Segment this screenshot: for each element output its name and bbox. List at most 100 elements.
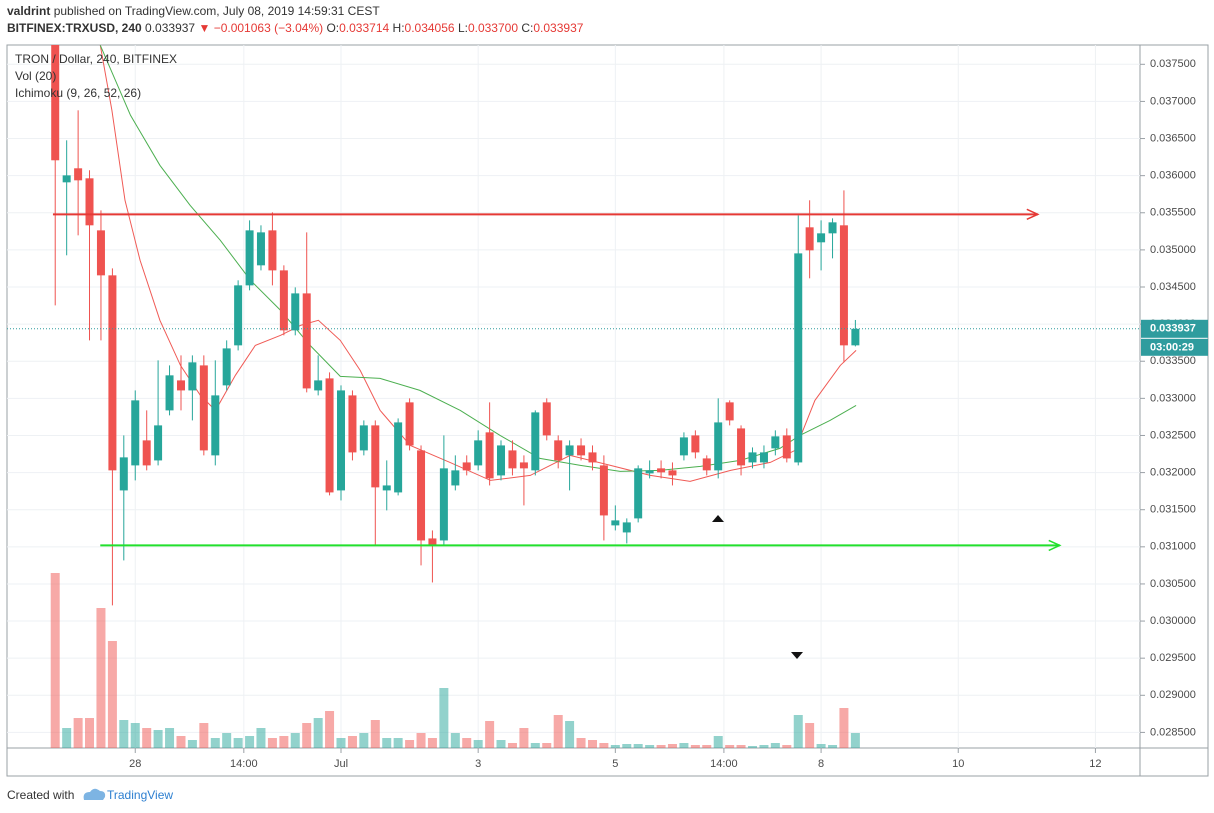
- volume-bar: [542, 743, 552, 748]
- candle-body: [839, 225, 848, 346]
- volume-bar: [565, 721, 575, 748]
- candle-body: [85, 178, 94, 226]
- volume-bar: [187, 740, 197, 748]
- x-tick-label: 8: [818, 758, 824, 770]
- volume-bar: [736, 745, 746, 748]
- volume-bar: [713, 736, 723, 748]
- volume-bar: [130, 723, 140, 748]
- candle-body: [497, 445, 506, 476]
- ohlc-label: L:: [458, 21, 468, 35]
- ohlc-value: 0.033700: [468, 21, 518, 35]
- candle-body: [851, 328, 860, 346]
- volume-bar: [142, 728, 152, 748]
- candle-body: [691, 435, 700, 453]
- signal-up: [712, 515, 724, 522]
- volume-bar: [679, 743, 689, 748]
- volume-bar: [622, 744, 632, 748]
- candle-body: [348, 395, 357, 453]
- volume-bar: [496, 740, 506, 748]
- y-tick-label: 0.030000: [1150, 615, 1196, 627]
- candle-body: [599, 465, 608, 516]
- x-tick-label: 14:00: [710, 758, 738, 770]
- volume-bar: [267, 738, 277, 748]
- volume-bar: [782, 745, 792, 748]
- candle-body: [325, 378, 334, 493]
- volume-bar: [439, 688, 449, 748]
- y-tick-label: 0.035500: [1150, 207, 1196, 219]
- candle-body: [725, 402, 734, 421]
- candle-body: [176, 380, 185, 391]
- candle-body: [131, 400, 140, 466]
- volume-bar: [725, 745, 735, 748]
- candle-body: [51, 45, 60, 161]
- volume-bar: [633, 744, 643, 748]
- volume-bar: [462, 738, 472, 748]
- volume-bar: [519, 728, 529, 748]
- candle-body: [668, 470, 677, 476]
- candle-body: [371, 425, 380, 488]
- volume-bar: [839, 708, 849, 748]
- volume-bar: [165, 728, 175, 748]
- volume-bar: [96, 608, 106, 748]
- volume-bar: [656, 745, 666, 748]
- candle-body: [508, 450, 517, 469]
- candle-body: [439, 468, 448, 541]
- footer-brand: TradingView: [107, 788, 173, 802]
- volume-bar: [816, 744, 826, 748]
- candle-body: [188, 362, 197, 391]
- volume-bar: [805, 723, 815, 748]
- signal-down: [791, 652, 803, 659]
- y-tick-label: 0.033000: [1150, 392, 1196, 404]
- candle-body: [405, 402, 414, 446]
- candle-body: [759, 452, 768, 463]
- volume-bar: [599, 743, 609, 748]
- volume-bar: [382, 738, 392, 748]
- legend-symbol: TRON / Dollar, 240, BITFINEX: [15, 52, 177, 66]
- y-tick-label: 0.029000: [1150, 689, 1196, 701]
- candle-body: [782, 435, 791, 459]
- volume-bar: [450, 733, 460, 748]
- footer-created: Created with: [7, 788, 74, 802]
- volume-bar: [645, 745, 655, 748]
- candle-body: [394, 422, 403, 493]
- volume-bar: [256, 728, 266, 748]
- candle-body: [531, 412, 540, 471]
- candle-body: [428, 538, 437, 546]
- candle-body: [702, 458, 711, 471]
- y-tick-label: 0.032000: [1150, 466, 1196, 478]
- x-tick-label: 10: [952, 758, 964, 770]
- x-tick-label: 28: [129, 758, 141, 770]
- volume-bar: [199, 723, 209, 748]
- y-tick-label: 0.030500: [1150, 578, 1196, 590]
- candle-body: [279, 270, 288, 331]
- volume-bar: [405, 740, 415, 748]
- candle-body: [634, 468, 643, 519]
- y-tick-label: 0.035000: [1150, 244, 1196, 256]
- candle-body: [302, 293, 311, 389]
- volume-bar: [85, 718, 95, 748]
- candle-body: [417, 450, 426, 541]
- volume-bar: [153, 730, 163, 748]
- author: valdrint: [7, 4, 50, 18]
- volume-bar: [359, 733, 369, 748]
- candle-body: [554, 440, 563, 461]
- symbol-line: BITFINEX:TRXUSD, 240 0.033937 ▼ −0.00106…: [7, 21, 584, 35]
- candle-body: [234, 285, 243, 346]
- candle-body: [588, 452, 597, 463]
- y-tick-label: 0.031000: [1150, 541, 1196, 553]
- candle-body: [382, 485, 391, 491]
- candle-body: [805, 227, 814, 251]
- candle-body: [359, 425, 368, 451]
- candle-body: [108, 275, 117, 471]
- volume-bar: [107, 641, 117, 748]
- candle-body: [542, 402, 551, 436]
- published-line: valdrint published on TradingView.com, J…: [7, 4, 380, 18]
- candle-body: [222, 348, 231, 386]
- change: −0.001063 (−3.04%): [214, 21, 323, 35]
- y-tick-label: 0.034500: [1150, 281, 1196, 293]
- candle-body: [291, 293, 300, 331]
- candle-body: [657, 468, 666, 473]
- volume-bar: [62, 728, 72, 748]
